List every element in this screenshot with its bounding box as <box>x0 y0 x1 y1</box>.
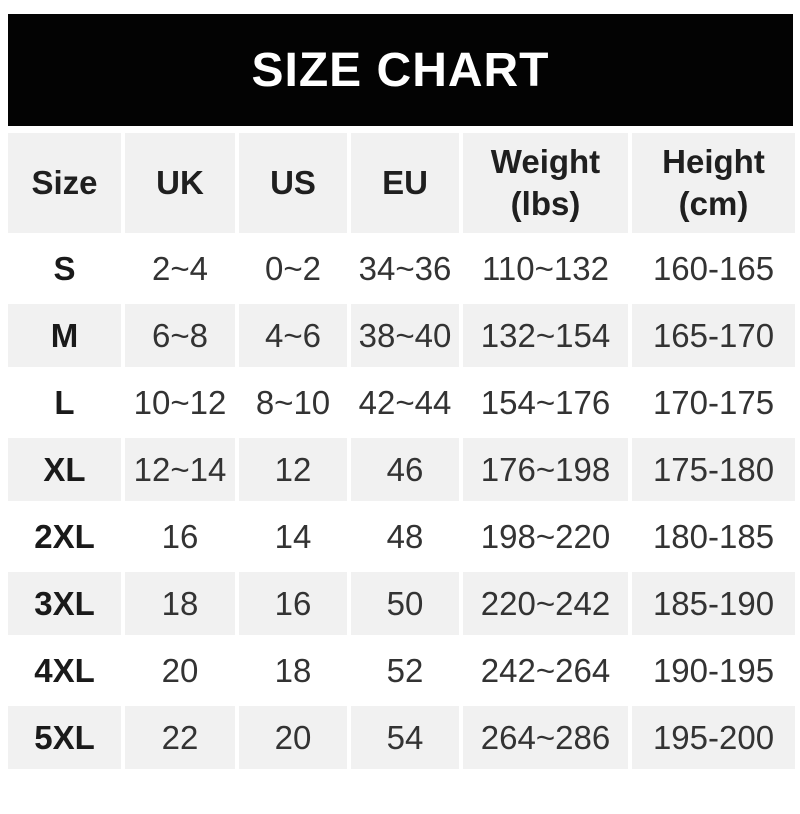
column-header-label: Height <box>662 143 765 180</box>
cell-us: 8~10 <box>239 371 347 434</box>
cell-eu: 42~44 <box>351 371 459 434</box>
column-header-size: Size <box>8 133 121 233</box>
cell-size: 5XL <box>8 706 121 769</box>
cell-eu: 38~40 <box>351 304 459 367</box>
cell-height: 175-180 <box>632 438 795 501</box>
cell-us: 4~6 <box>239 304 347 367</box>
cell-size: XL <box>8 438 121 501</box>
cell-height: 180-185 <box>632 505 795 568</box>
cell-size: L <box>8 371 121 434</box>
table-row-4xl: 4XL 20 18 52 242~264 190-195 <box>8 639 795 702</box>
column-header-label: EU <box>382 164 428 201</box>
table-row-l: L 10~12 8~10 42~44 154~176 170-175 <box>8 371 795 434</box>
cell-us: 0~2 <box>239 237 347 300</box>
cell-us: 18 <box>239 639 347 702</box>
table-row-xl: XL 12~14 12 46 176~198 175-180 <box>8 438 795 501</box>
cell-weight: 154~176 <box>463 371 628 434</box>
table-row-5xl: 5XL 22 20 54 264~286 195-200 <box>8 706 795 769</box>
cell-height: 160-165 <box>632 237 795 300</box>
cell-us: 14 <box>239 505 347 568</box>
table-row-2xl: 2XL 16 14 48 198~220 180-185 <box>8 505 795 568</box>
header-row: Size UK US EU Weight (lbs) <box>8 133 795 233</box>
column-header-height: Height (cm) <box>632 133 795 233</box>
cell-uk: 22 <box>125 706 235 769</box>
cell-us: 12 <box>239 438 347 501</box>
cell-height: 195-200 <box>632 706 795 769</box>
cell-height: 170-175 <box>632 371 795 434</box>
cell-weight: 110~132 <box>463 237 628 300</box>
cell-height: 190-195 <box>632 639 795 702</box>
cell-eu: 46 <box>351 438 459 501</box>
table-row-3xl: 3XL 18 16 50 220~242 185-190 <box>8 572 795 635</box>
cell-uk: 16 <box>125 505 235 568</box>
column-header-weight: Weight (lbs) <box>463 133 628 233</box>
cell-weight: 176~198 <box>463 438 628 501</box>
cell-weight: 220~242 <box>463 572 628 635</box>
title-banner: SIZE CHART <box>8 14 793 126</box>
cell-eu: 52 <box>351 639 459 702</box>
cell-weight: 242~264 <box>463 639 628 702</box>
cell-eu: 54 <box>351 706 459 769</box>
table-row-s: S 2~4 0~2 34~36 110~132 160-165 <box>8 237 795 300</box>
cell-height: 165-170 <box>632 304 795 367</box>
cell-eu: 34~36 <box>351 237 459 300</box>
cell-weight: 132~154 <box>463 304 628 367</box>
column-header-sublabel: (cm) <box>678 185 749 222</box>
column-header-label: Weight <box>490 143 601 180</box>
size-chart-table: Size UK US EU Weight (lbs) <box>4 129 799 773</box>
cell-size: S <box>8 237 121 300</box>
column-header-label: US <box>270 164 316 201</box>
table-row-m: M 6~8 4~6 38~40 132~154 165-170 <box>8 304 795 367</box>
cell-uk: 10~12 <box>125 371 235 434</box>
column-header-label: UK <box>156 164 204 201</box>
cell-size: 2XL <box>8 505 121 568</box>
cell-us: 16 <box>239 572 347 635</box>
column-header-uk: UK <box>125 133 235 233</box>
cell-weight: 198~220 <box>463 505 628 568</box>
cell-uk: 6~8 <box>125 304 235 367</box>
size-chart-page: SIZE CHART Size UK US <box>0 14 800 773</box>
cell-size: 3XL <box>8 572 121 635</box>
column-header-sublabel: (lbs) <box>510 185 581 222</box>
cell-uk: 2~4 <box>125 237 235 300</box>
column-header-eu: EU <box>351 133 459 233</box>
cell-us: 20 <box>239 706 347 769</box>
cell-height: 185-190 <box>632 572 795 635</box>
cell-uk: 12~14 <box>125 438 235 501</box>
cell-size: M <box>8 304 121 367</box>
column-header-us: US <box>239 133 347 233</box>
cell-uk: 18 <box>125 572 235 635</box>
cell-weight: 264~286 <box>463 706 628 769</box>
page-title: SIZE CHART <box>251 43 550 97</box>
cell-eu: 50 <box>351 572 459 635</box>
cell-size: 4XL <box>8 639 121 702</box>
cell-eu: 48 <box>351 505 459 568</box>
column-header-label: Size <box>31 164 98 201</box>
cell-uk: 20 <box>125 639 235 702</box>
